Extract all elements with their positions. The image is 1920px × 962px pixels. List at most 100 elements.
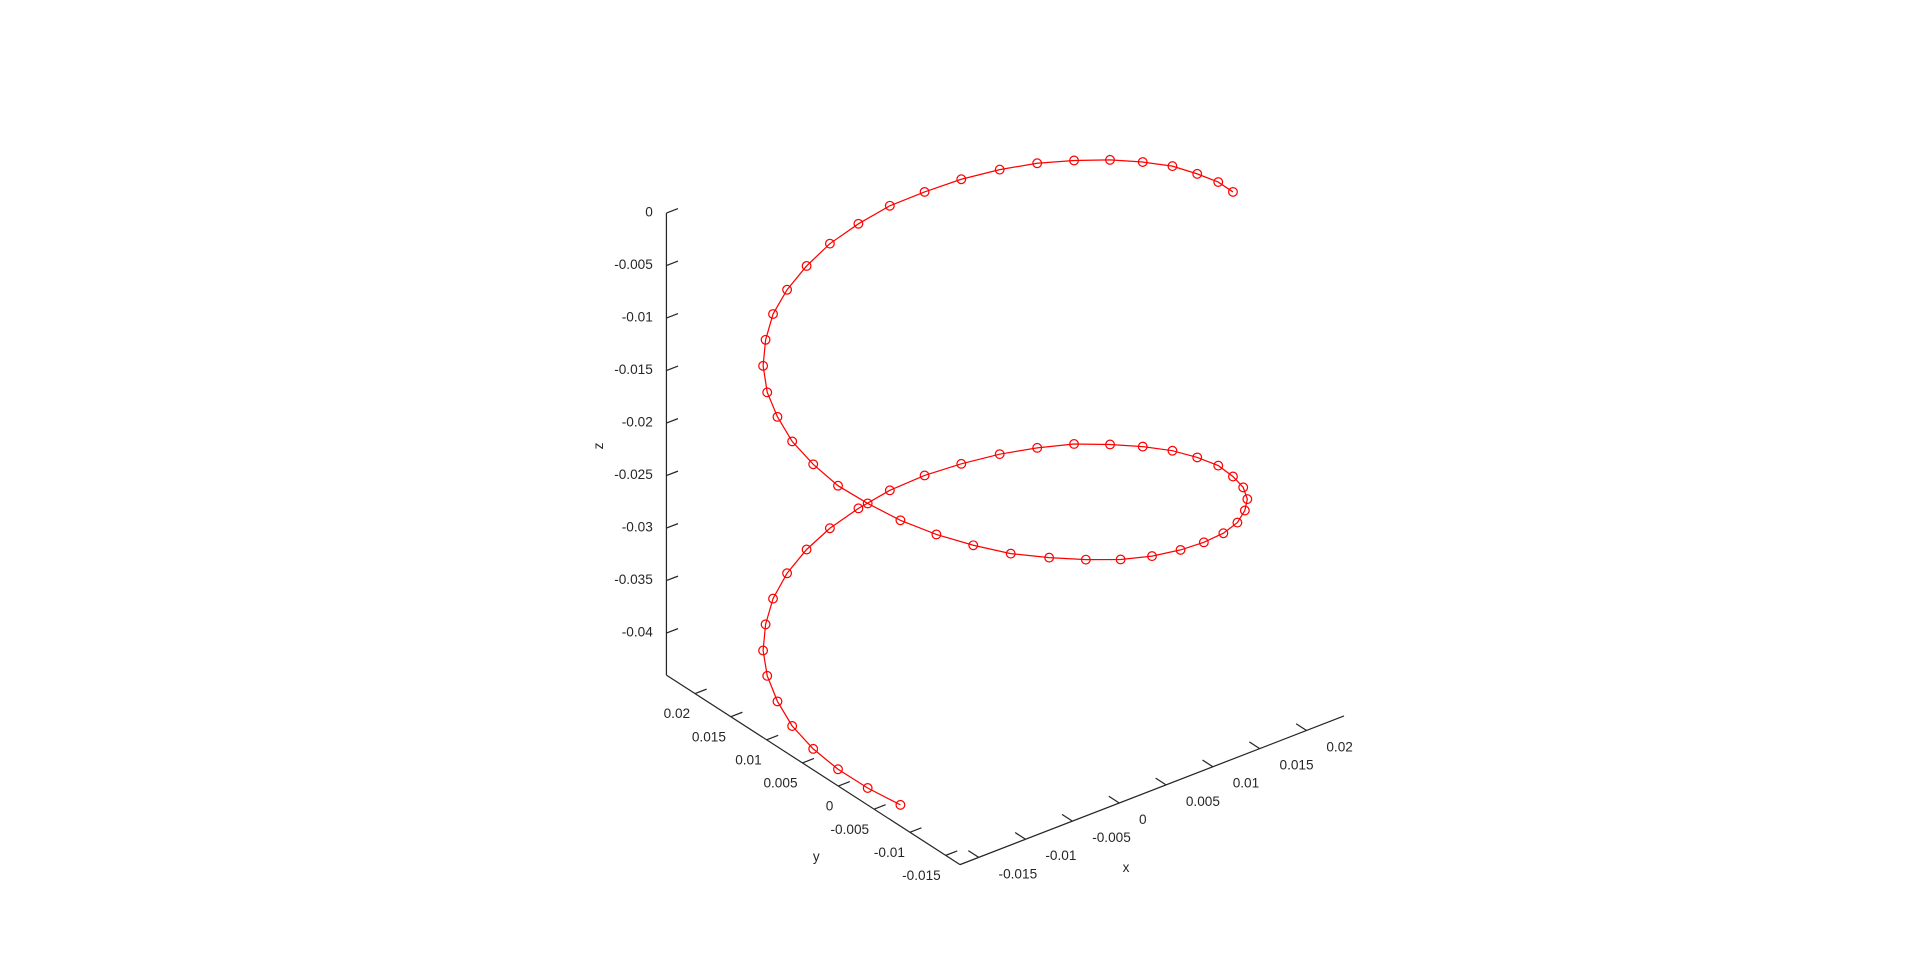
y-tick-label: 0.01 xyxy=(735,752,762,767)
y-tick-label: -0.01 xyxy=(874,845,905,860)
point-marker xyxy=(824,238,835,249)
z-tick-label: 0 xyxy=(645,205,653,220)
helix-line xyxy=(762,159,1248,806)
point-marker xyxy=(772,411,783,422)
x-tick xyxy=(967,850,980,858)
x-tick-label: 0.005 xyxy=(1186,794,1220,809)
point-marker xyxy=(1032,442,1043,453)
z-tick-label: -0.025 xyxy=(614,467,653,482)
point-marker xyxy=(956,174,967,185)
point-marker xyxy=(782,284,793,295)
point-marker xyxy=(862,498,873,509)
point-marker xyxy=(1192,452,1203,463)
y-tick xyxy=(909,827,922,833)
point-marker xyxy=(1232,517,1243,528)
point-marker xyxy=(801,544,812,555)
z-tick xyxy=(666,208,679,214)
point-marker xyxy=(1167,445,1178,456)
x-axis-label: x xyxy=(1123,860,1130,875)
point-marker xyxy=(808,459,819,470)
y-tick-label: 0.015 xyxy=(692,729,726,744)
point-marker xyxy=(968,540,979,551)
y-tick-label: -0.005 xyxy=(831,822,870,837)
point-marker xyxy=(787,721,798,731)
x-tick-label: 0.015 xyxy=(1280,758,1314,773)
point-marker xyxy=(895,515,906,526)
y-tick xyxy=(730,711,743,718)
z-tick xyxy=(666,260,679,267)
point-marker xyxy=(1213,460,1224,471)
z-tick-label: -0.04 xyxy=(622,625,653,640)
y-tick xyxy=(945,850,958,856)
y-axis-label: y xyxy=(813,849,820,864)
point-marker xyxy=(1137,157,1148,167)
x-tick xyxy=(1155,777,1167,786)
point-marker xyxy=(758,645,769,656)
point-marker xyxy=(1147,551,1157,562)
point-marker xyxy=(1213,177,1224,188)
point-marker xyxy=(1175,544,1186,555)
z-tick-label: -0.02 xyxy=(622,415,653,430)
point-marker xyxy=(1228,186,1238,197)
z-tick xyxy=(666,365,679,372)
x-tick xyxy=(1295,723,1307,732)
point-marker xyxy=(762,670,773,681)
z-axis-label: z xyxy=(591,442,606,449)
y-tick xyxy=(802,757,815,764)
y-tick xyxy=(873,804,886,810)
y-tick-label: -0.015 xyxy=(902,868,941,883)
point-marker xyxy=(1005,548,1016,559)
x-axis xyxy=(959,715,1345,866)
point-marker xyxy=(1105,439,1115,450)
point-marker xyxy=(1115,554,1126,565)
y-tick xyxy=(838,780,851,787)
point-marker xyxy=(768,309,778,320)
point-marker xyxy=(919,470,930,481)
point-marker xyxy=(853,503,864,514)
point-marker xyxy=(994,164,1005,175)
point-marker xyxy=(1069,439,1080,449)
point-marker xyxy=(1167,161,1178,172)
z-tick-label: -0.01 xyxy=(622,310,653,325)
z-tick xyxy=(666,575,679,582)
x-tick-label: 0.02 xyxy=(1326,739,1353,754)
point-marker xyxy=(1105,154,1115,165)
x-tick-label: -0.015 xyxy=(999,866,1038,881)
x-tick xyxy=(1248,741,1261,750)
z-tick xyxy=(666,470,679,477)
point-marker xyxy=(782,568,793,579)
point-marker xyxy=(760,619,771,630)
point-marker xyxy=(1238,482,1249,493)
z-tick xyxy=(666,418,679,424)
x-tick-label: 0.01 xyxy=(1233,776,1260,791)
point-marker xyxy=(833,764,843,775)
x-tick-label: -0.005 xyxy=(1092,830,1131,845)
point-marker xyxy=(1242,494,1253,505)
point-marker xyxy=(1198,537,1209,548)
point-marker xyxy=(760,334,771,345)
point-marker xyxy=(808,743,819,754)
point-marker xyxy=(1137,441,1148,452)
point-marker xyxy=(824,523,835,534)
point-marker xyxy=(833,480,843,491)
point-marker xyxy=(895,799,906,810)
point-marker xyxy=(1080,554,1091,565)
z-tick-label: -0.015 xyxy=(614,362,653,377)
z-tick-label: -0.035 xyxy=(614,572,653,587)
x-tick-label: -0.01 xyxy=(1045,848,1076,863)
x-tick xyxy=(1061,813,1073,822)
point-marker xyxy=(758,360,769,371)
z-tick xyxy=(666,313,679,319)
point-marker xyxy=(1044,552,1055,563)
z-tick xyxy=(666,628,679,634)
point-marker xyxy=(931,529,942,540)
y-tick-label: 0 xyxy=(826,799,834,814)
point-marker xyxy=(862,783,873,793)
point-marker xyxy=(956,458,967,469)
point-marker xyxy=(1032,158,1043,169)
x-tick xyxy=(1014,832,1026,840)
z-tick xyxy=(666,523,679,529)
point-marker xyxy=(853,218,864,229)
